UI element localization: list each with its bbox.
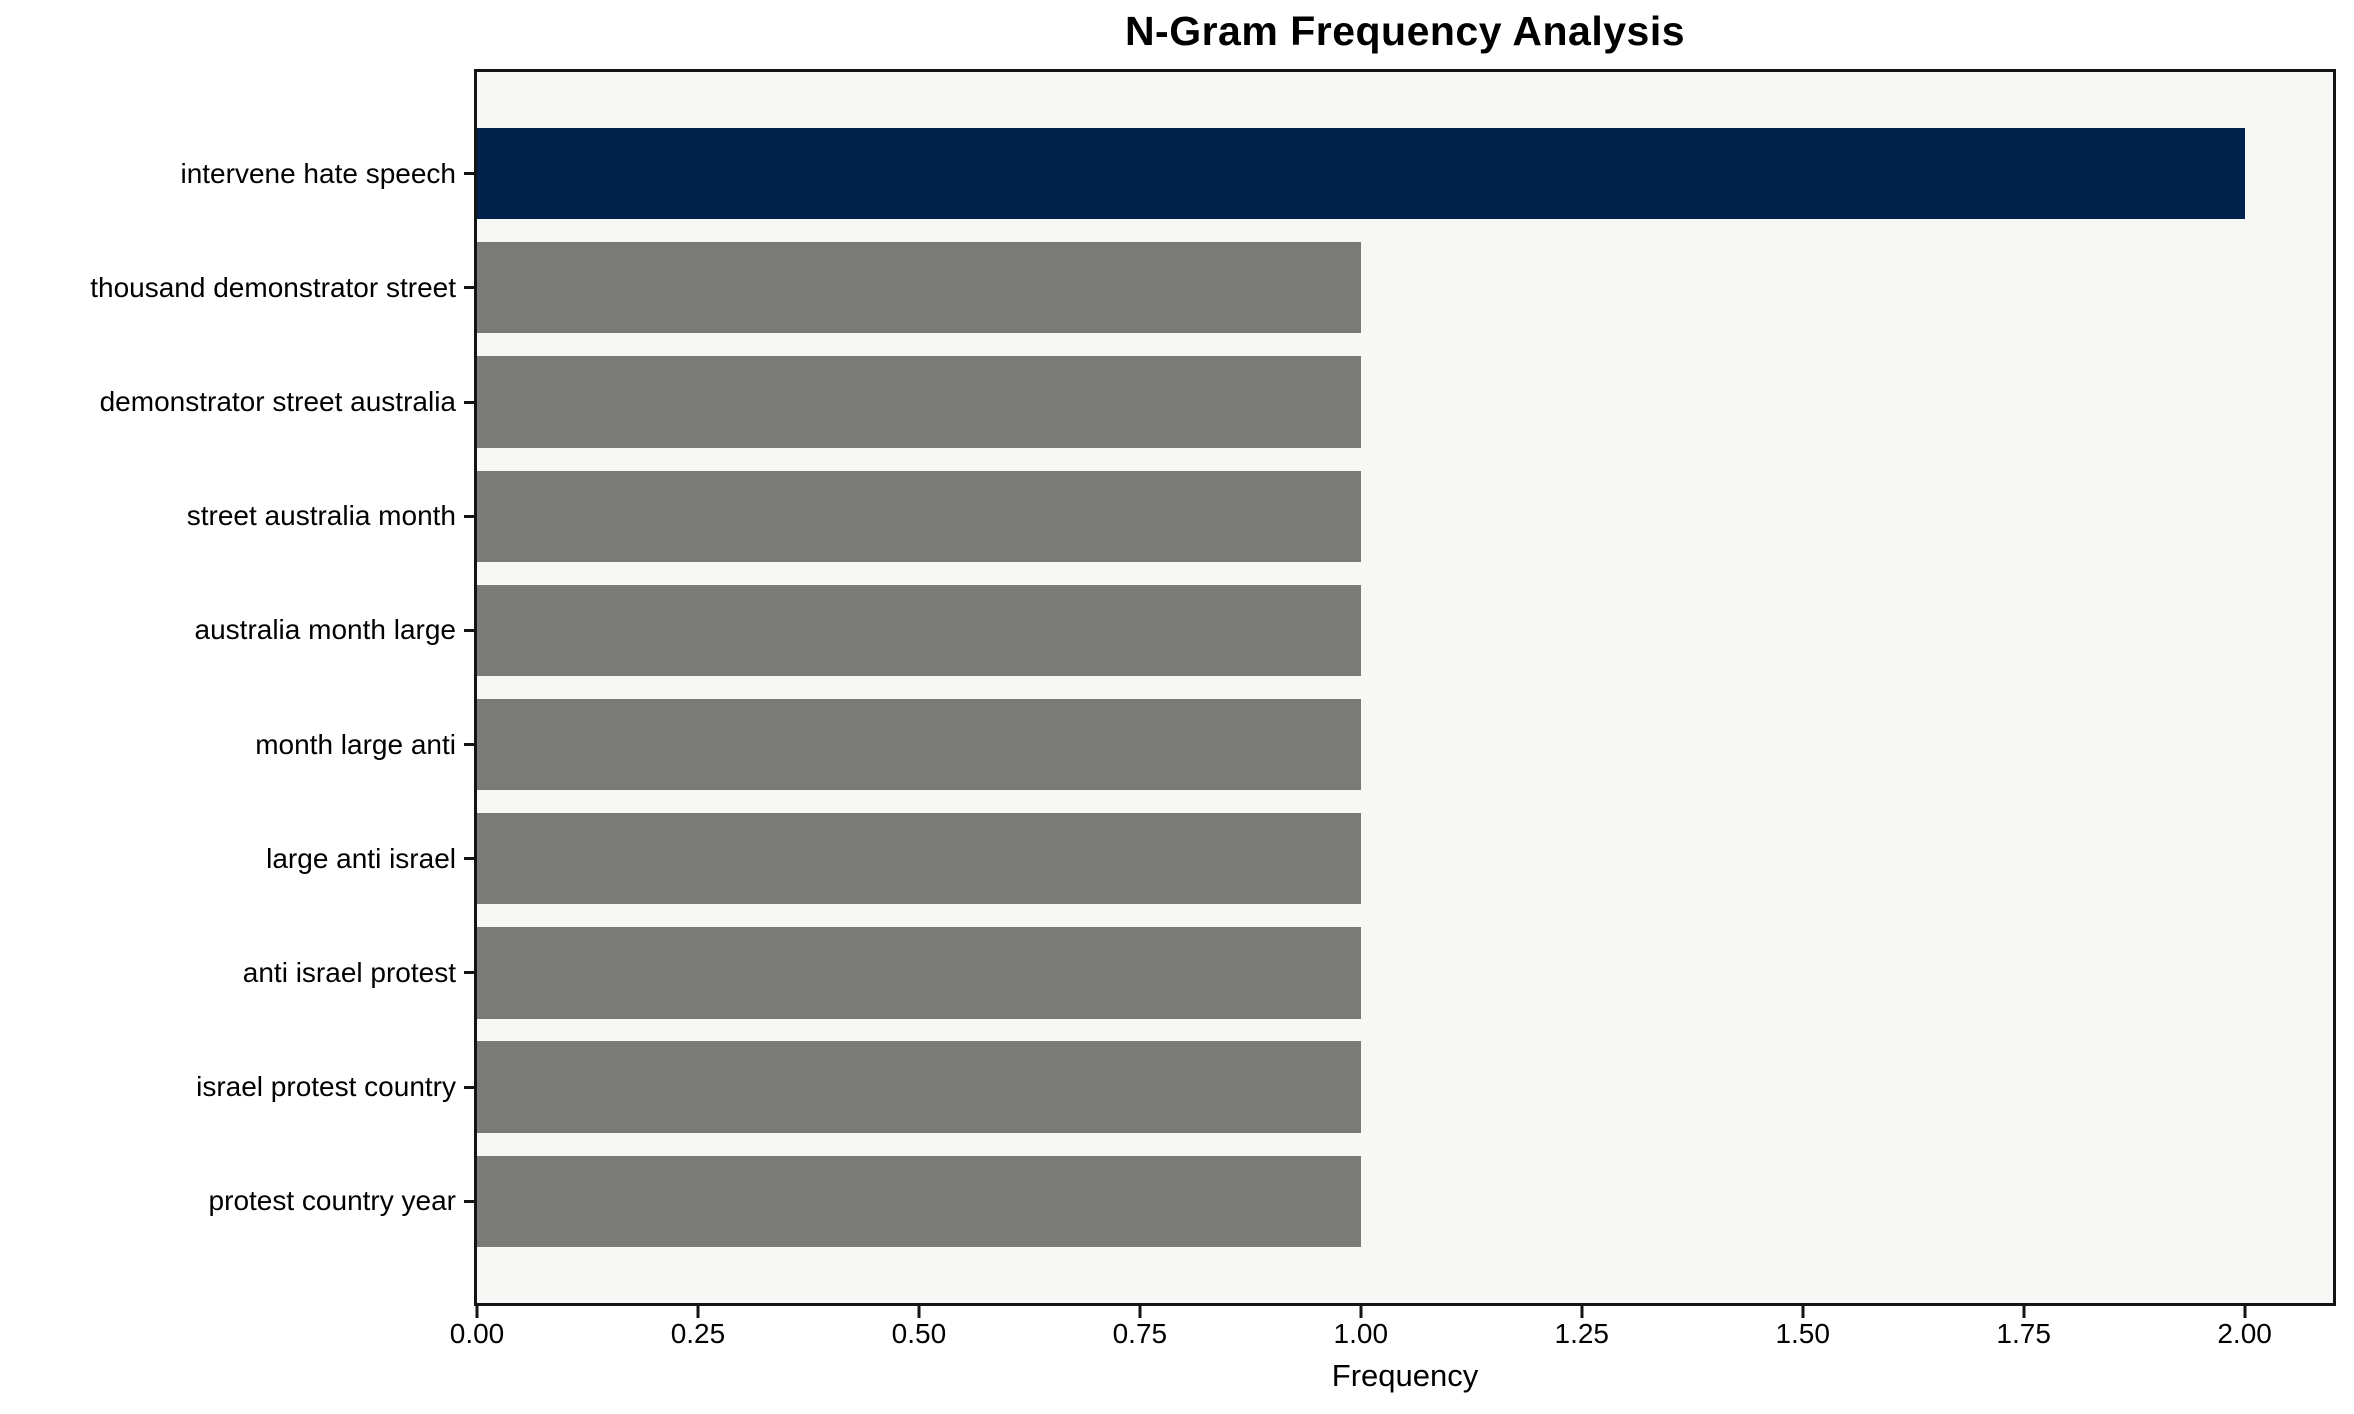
- plot-area: [464, 69, 2336, 1318]
- bar-street-australia-month: [477, 470, 1361, 562]
- x-tick-mark: [475, 1306, 479, 1318]
- bar-anti-israel-protest: [477, 927, 1361, 1019]
- y-tick-mark: [464, 1085, 474, 1089]
- y-tick-mark: [464, 743, 474, 747]
- x-axis-title: Frequency: [1331, 1358, 1479, 1393]
- x-axis-tick-label: 1.75: [1996, 1318, 2051, 1349]
- y-tick-mark: [464, 400, 474, 404]
- x-axis-tick-labels: 0.00 0.25 0.50 0.75 1.00 1.25 1.50 1.75 2.00: [450, 1318, 2333, 1354]
- x-axis-tick-label: 0.75: [1112, 1318, 1168, 1349]
- y-tick-mark: [464, 1199, 474, 1203]
- x-tick-mark: [917, 1306, 921, 1318]
- y-axis-label: australia month large: [194, 614, 456, 646]
- y-tick-mark: [464, 857, 474, 861]
- y-axis-label: intervene hate speech: [180, 157, 456, 189]
- bar-protest-country-year: [477, 1155, 1361, 1248]
- x-axis-tick-label: 0.00: [449, 1318, 505, 1349]
- bar-month-large-anti: [477, 698, 1361, 791]
- y-tick-mark: [464, 514, 474, 518]
- x-tick-mark: [696, 1306, 700, 1318]
- x-tick-mark: [1801, 1306, 1805, 1318]
- y-tick-mark: [464, 971, 474, 975]
- x-tick-mark: [1359, 1306, 1363, 1318]
- x-axis-tick-label: 1.50: [1775, 1318, 1830, 1349]
- x-axis-tick-label: 1.25: [1554, 1318, 1610, 1349]
- bar-israel-protest-country: [477, 1041, 1361, 1133]
- x-tick-mark: [2243, 1306, 2247, 1318]
- y-axis-label: thousand demonstrator street: [90, 271, 456, 303]
- bar-australia-month-large: [477, 584, 1361, 677]
- chart-title: N-Gram Frequency Analysis: [1124, 8, 1686, 54]
- y-axis: intervene hate speech thousand demonstrat…: [0, 0, 456, 1414]
- y-axis-label: large anti israel: [266, 842, 456, 874]
- y-axis-label: protest country year: [208, 1185, 456, 1217]
- y-axis-label: anti israel protest: [242, 956, 456, 988]
- y-axis-label: month large anti: [255, 728, 456, 760]
- x-axis-tick-label: 1.00: [1333, 1318, 1389, 1349]
- x-tick-mark: [1138, 1306, 1142, 1318]
- x-tick-mark: [1580, 1306, 1584, 1318]
- y-tick-mark: [464, 172, 474, 176]
- y-axis-label: demonstrator street australia: [99, 386, 456, 418]
- x-axis-tick-label: 0.50: [891, 1318, 947, 1349]
- x-axis-tick-label: 0.25: [670, 1318, 726, 1349]
- bar-demonstrator-street-australia: [477, 356, 1361, 448]
- bar-large-anti-israel: [477, 813, 1361, 905]
- y-axis-label: israel protest country: [196, 1071, 456, 1103]
- y-axis-label: street australia month: [186, 500, 456, 532]
- y-tick-mark: [464, 628, 474, 632]
- bar-intervene-hate-speech: [477, 127, 2245, 220]
- x-axis-tick-label: 2.00: [2217, 1318, 2272, 1349]
- bar-thousand-demonstrator-street: [477, 242, 1361, 334]
- y-tick-mark: [464, 286, 474, 290]
- x-tick-mark: [2022, 1306, 2026, 1318]
